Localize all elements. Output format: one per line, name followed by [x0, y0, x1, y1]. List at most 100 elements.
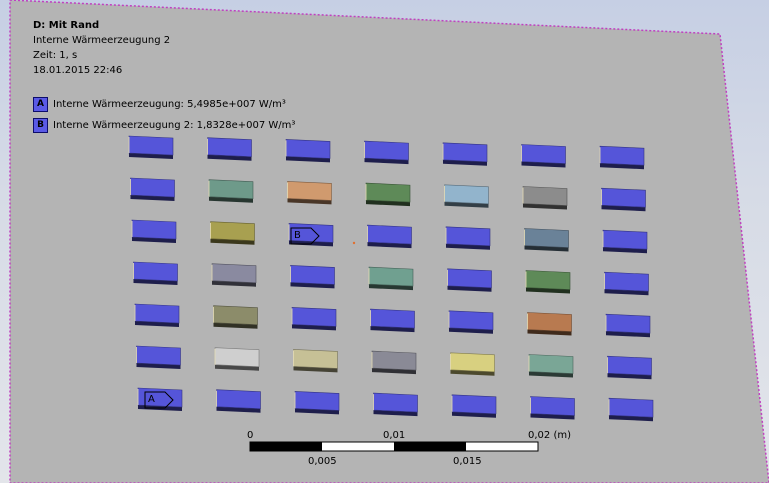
component-r7-c6[interactable] [530, 396, 575, 420]
annotation-block: D: Mit Rand Interne Wärmeerzeugung 2 Zei… [33, 18, 170, 78]
component-top [604, 271, 649, 292]
component-top [133, 261, 178, 282]
component-top [448, 310, 494, 331]
component-top [216, 389, 261, 410]
marker-b-label: B [294, 230, 301, 241]
component-r4-c3[interactable] [290, 265, 335, 289]
component-top [134, 303, 180, 324]
component-r6-c3[interactable] [293, 349, 338, 373]
component-r1-c4[interactable] [364, 140, 409, 165]
scale-label-0-01: 0,01 [383, 430, 406, 441]
component-top [287, 181, 332, 201]
scale-label-0-02: 0,02 (m) [528, 430, 571, 441]
component-top [605, 313, 651, 334]
component-r3-c6[interactable] [524, 228, 569, 252]
component-top [522, 186, 568, 206]
component-r1-c1[interactable] [128, 135, 174, 159]
component-top [211, 263, 257, 284]
component-top [371, 350, 417, 371]
component-r3-c7[interactable] [602, 229, 648, 254]
component-r2-c3[interactable] [287, 181, 332, 205]
component-r1-c7[interactable] [599, 145, 645, 170]
component-top [130, 177, 175, 198]
component-top [294, 391, 340, 411]
component-r1-c6[interactable] [521, 144, 566, 168]
legend-text-a: Interne Wärmeerzeugung: 5,4985e+007 W/m³ [53, 99, 286, 110]
scale-bar-segment-3 [394, 442, 466, 451]
component-r5-c1[interactable] [134, 303, 180, 327]
component-top [213, 305, 258, 326]
annotation-time: Zeit: 1, s [33, 50, 78, 61]
marker-b[interactable] [290, 227, 320, 245]
legend-item-a: A Interne Wärmeerzeugung: 5,4985e+007 W/… [33, 97, 286, 112]
scale-bar [249, 441, 539, 452]
component-r6-c2[interactable] [214, 347, 260, 371]
component-top [530, 396, 575, 416]
component-r1-c3[interactable] [285, 139, 331, 163]
component-top [373, 392, 418, 413]
component-r7-c5[interactable] [451, 394, 497, 418]
component-r7-c4[interactable] [373, 392, 418, 417]
component-r1-c5[interactable] [442, 142, 488, 166]
component-r6-c5[interactable] [450, 352, 495, 376]
component-top [370, 308, 415, 329]
component-r2-c4[interactable] [365, 182, 411, 207]
component-r5-c5[interactable] [448, 310, 494, 334]
component-r6-c4[interactable] [371, 350, 417, 375]
marker-b-flag [290, 227, 320, 245]
component-r7-c3[interactable] [294, 391, 340, 415]
component-r4-c7[interactable] [604, 271, 649, 296]
component-r5-c2[interactable] [213, 305, 258, 329]
component-r6-c7[interactable] [607, 355, 652, 380]
marker-a[interactable] [144, 391, 174, 409]
component-r1-c2[interactable] [207, 137, 252, 161]
scale-label-0: 0 [247, 430, 254, 441]
component-r3-c5[interactable] [445, 226, 491, 250]
component-top [368, 266, 414, 287]
component-r3-c2[interactable] [210, 221, 255, 245]
component-r3-c1[interactable] [131, 219, 177, 243]
component-r7-c7[interactable] [608, 397, 654, 422]
legend-item-b: B Interne Wärmeerzeugung 2: 1,8328e+007 … [33, 118, 295, 133]
component-r7-c2[interactable] [216, 389, 261, 413]
component-top [451, 394, 497, 415]
component-r2-c1[interactable] [130, 177, 175, 201]
component-top [447, 268, 492, 289]
component-r2-c6[interactable] [522, 186, 568, 210]
component-r5-c3[interactable] [291, 307, 337, 331]
component-top [608, 397, 654, 418]
component-top [602, 229, 648, 250]
component-top [210, 221, 255, 242]
annotation-title: D: Mit Rand [33, 20, 100, 31]
component-r3-c4[interactable] [367, 224, 412, 249]
component-r4-c1[interactable] [133, 261, 178, 285]
component-top [291, 307, 337, 327]
component-r6-c6[interactable] [528, 354, 574, 378]
component-top [444, 184, 489, 205]
component-r4-c5[interactable] [447, 268, 492, 292]
component-top [136, 345, 181, 366]
component-r2-c5[interactable] [444, 184, 489, 208]
component-top [365, 182, 411, 203]
component-top [445, 226, 491, 247]
legend-badge-b: B [33, 118, 48, 133]
component-r5-c7[interactable] [605, 313, 651, 338]
component-top [285, 139, 331, 159]
component-r5-c6[interactable] [527, 312, 572, 336]
component-top [442, 142, 488, 163]
component-r2-c2[interactable] [208, 179, 254, 203]
component-top [208, 179, 254, 200]
component-top [207, 137, 252, 158]
component-top [524, 228, 569, 248]
component-r4-c2[interactable] [211, 263, 257, 287]
component-r4-c4[interactable] [368, 266, 414, 291]
component-r6-c1[interactable] [136, 345, 181, 369]
component-r5-c4[interactable] [370, 308, 415, 333]
component-r4-c6[interactable] [525, 270, 571, 294]
component-top [601, 187, 646, 208]
component-top [293, 349, 338, 369]
components-layer [128, 135, 654, 422]
component-r2-c7[interactable] [601, 187, 646, 212]
